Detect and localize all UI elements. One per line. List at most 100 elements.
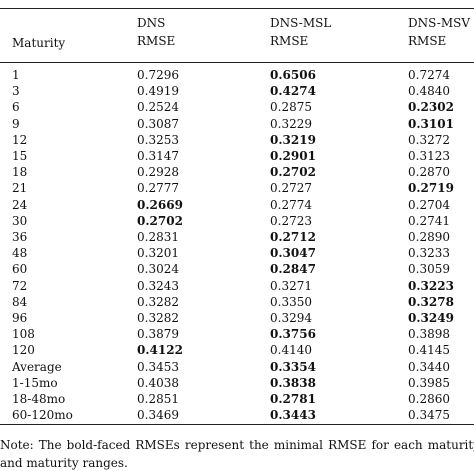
rmse-cell: 0.3047 [270, 246, 316, 261]
rmse-cell: 0.3229 [270, 116, 312, 131]
row-label: 9 [12, 116, 20, 131]
row-label: 84 [12, 294, 28, 309]
rmse-cell: 0.3147 [137, 149, 179, 163]
row-label: 60 [12, 262, 28, 277]
rmse-cell: 0.2870 [408, 165, 450, 180]
rmse-cell: 0.3756 [270, 327, 316, 342]
rmse-cell: 0.4122 [137, 343, 183, 358]
header-rule [0, 62, 474, 63]
rmse-cell: 0.2890 [408, 230, 450, 244]
rmse-cell: 0.2712 [270, 230, 316, 244]
rmse-cell: 0.3271 [270, 278, 312, 293]
rmse-cell: 0.3249 [408, 311, 454, 325]
rmse-cell: 0.3453 [137, 359, 179, 374]
rmse-cell: 0.3278 [408, 294, 454, 309]
rmse-cell: 0.3219 [270, 132, 316, 147]
rmse-cell: 0.2702 [270, 165, 316, 180]
rmse-cell: 0.3059 [408, 262, 450, 277]
rmse-cell: 0.4145 [408, 343, 450, 358]
rmse-cell: 0.7274 [408, 68, 450, 82]
rmse-cell: 0.3838 [270, 375, 316, 390]
row-label: 24 [12, 197, 28, 212]
rmse-cell: 0.4919 [137, 84, 179, 99]
row-label: 1-15mo [12, 375, 58, 390]
row-label: 21 [12, 181, 28, 196]
row-label: 48 [12, 246, 28, 261]
row-label: 18-48mo [12, 392, 66, 406]
row-label: 120 [12, 343, 35, 358]
row-label: 3 [12, 84, 20, 99]
rmse-cell: 0.3294 [270, 311, 312, 325]
rmse-cell: 0.2524 [137, 100, 179, 115]
rmse-cell: 0.2860 [408, 392, 450, 406]
row-label: 108 [12, 327, 35, 342]
rmse-cell: 0.3243 [137, 278, 179, 293]
rmse-cell: 0.3440 [408, 359, 450, 374]
rmse-cell: 0.2774 [270, 197, 312, 212]
rmse-cell: 0.3879 [137, 327, 179, 342]
rmse-cell: 0.2777 [137, 181, 179, 196]
rmse-cell: 0.2669 [137, 197, 183, 212]
rmse-cell: 0.2901 [270, 149, 316, 163]
rmse-cell: 0.4140 [270, 343, 312, 358]
row-label: 60-120mo [12, 408, 73, 423]
row-label: 72 [12, 278, 28, 293]
rmse-cell: 0.3272 [408, 132, 450, 147]
rmse-cell: 0.3469 [137, 408, 179, 423]
rmse-cell: 0.4038 [137, 375, 179, 390]
rmse-cell: 0.2741 [408, 213, 450, 228]
header-cell: RMSE [408, 34, 447, 48]
rmse-cell: 0.3233 [408, 246, 450, 261]
row-label: 15 [12, 149, 28, 163]
rmse-cell: 0.7296 [137, 68, 179, 82]
rmse-cell: 0.2875 [270, 100, 312, 115]
rmse-cell: 0.2719 [408, 181, 454, 196]
top-rule [0, 8, 474, 9]
rmse-cell: 0.3282 [137, 311, 179, 325]
row-label: Average [12, 359, 62, 374]
rmse-cell: 0.2704 [408, 197, 450, 212]
rmse-cell: 0.2781 [270, 392, 316, 406]
rmse-cell: 0.3024 [137, 262, 179, 277]
header-cell: RMSE [270, 34, 309, 48]
header-cell: RMSE [137, 34, 176, 48]
rmse-cell: 0.3443 [270, 408, 316, 423]
rmse-cell: 0.2723 [270, 213, 312, 228]
rmse-cell: 0.3101 [408, 116, 454, 131]
rmse-cell: 0.2928 [137, 165, 179, 180]
header-cell: DNS [137, 16, 166, 30]
rmse-cell: 0.3350 [270, 294, 312, 309]
rmse-cell: 0.3253 [137, 132, 179, 147]
row-label: 1 [12, 68, 20, 82]
header-cell: DNS-MSV [408, 16, 471, 30]
bottom-rule [0, 424, 474, 425]
rmse-cell: 0.3201 [137, 246, 179, 261]
rmse-cell: 0.4274 [270, 84, 316, 99]
row-label: 36 [12, 230, 28, 244]
row-label: 6 [12, 100, 20, 115]
rmse-cell: 0.2847 [270, 262, 316, 277]
row-label: 30 [12, 213, 28, 228]
rmse-cell: 0.2702 [137, 213, 183, 228]
note: Note: The bold-faced RMSEs represent the… [0, 438, 474, 470]
header-cell: Maturity [12, 36, 66, 50]
rmse-cell: 0.3354 [270, 359, 316, 374]
rmse-cell: 0.3123 [408, 149, 450, 163]
row-label: 18 [12, 165, 28, 180]
rmse-cell: 0.4840 [408, 84, 450, 99]
row-label: 96 [12, 311, 28, 325]
rmse-cell: 0.2831 [137, 230, 179, 244]
rmse-cell: 0.3087 [137, 116, 179, 131]
rmse-cell: 0.3475 [408, 408, 450, 423]
rmse-cell: 0.3223 [408, 278, 454, 293]
rmse-cell: 0.3985 [408, 375, 450, 390]
rmse-cell: 0.2851 [137, 392, 179, 406]
rmse-cell: 0.3898 [408, 327, 450, 342]
rmse-cell: 0.2302 [408, 100, 454, 115]
row-label: 12 [12, 132, 28, 147]
header-cell: DNS-MSL [270, 16, 332, 30]
rmse-cell: 0.3282 [137, 294, 179, 309]
rmse-cell: 0.6506 [270, 68, 316, 82]
rmse-cell: 0.2727 [270, 181, 312, 196]
